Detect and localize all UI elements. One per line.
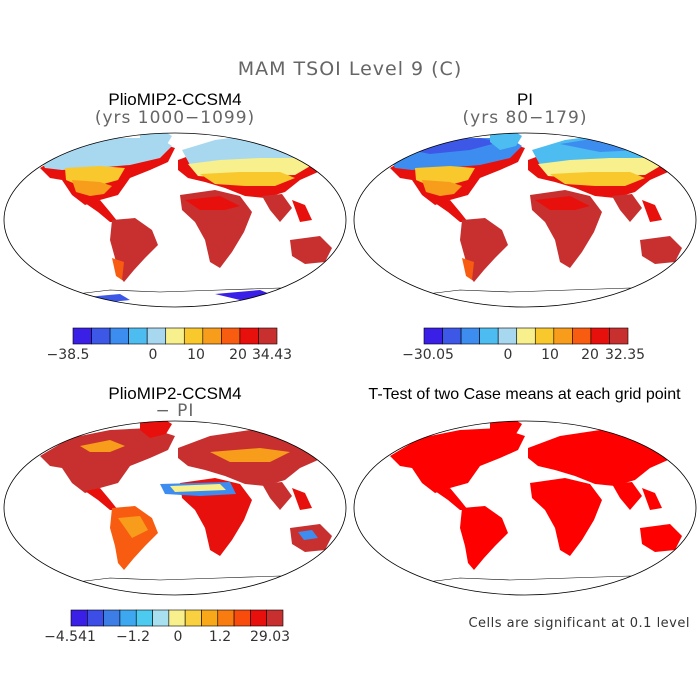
colorbar-tick-label: 0 <box>149 347 158 363</box>
figure-title: MAM TSOI Level 9 (C) <box>237 58 463 80</box>
panel4-title: T-Test of two Case means at each grid po… <box>368 386 681 403</box>
colorbar-swatch <box>250 609 267 627</box>
panel1-subtitle: (yrs 1000−1099) <box>94 108 256 128</box>
land-africa <box>180 190 252 268</box>
panel3-subtitle: − PI <box>155 401 195 421</box>
colorbar-swatch <box>217 609 235 627</box>
colorbar-tick-label: 20 <box>229 347 247 363</box>
panel3-title: PlioMIP2-CCSM4 <box>108 384 242 403</box>
colorbar-swatch <box>233 609 251 627</box>
colorbar-swatch <box>103 609 121 627</box>
colorbar-swatch <box>168 609 186 627</box>
colorbar-swatch <box>135 609 153 627</box>
colorbar-tick-label: −1.2 <box>116 629 150 645</box>
colorbar-tick-label: −38.5 <box>47 347 90 363</box>
colorbar-swatch <box>201 609 219 627</box>
colorbar-tick-label: −30.05 <box>402 347 454 363</box>
colorbar-swatch <box>70 609 88 627</box>
colorbar-tick-label: 29.03 <box>250 629 290 645</box>
colorbar-swatch <box>152 609 170 627</box>
colorbar-tick-label: 10 <box>541 347 559 363</box>
colorbar-swatch <box>87 609 104 627</box>
colorbar-tick-label: 10 <box>187 347 205 363</box>
panel2-title: PI <box>516 90 534 109</box>
colorbar-swatch <box>609 327 629 345</box>
colorbar-tick-label: 0 <box>504 347 513 363</box>
colorbar-tick-label: −4.541 <box>44 629 96 645</box>
panel2-subtitle: (yrs 80−179) <box>462 108 588 128</box>
colorbar-tick-label: 20 <box>581 347 599 363</box>
colorbar-tick-label: 34.43 <box>252 347 292 363</box>
panel1-title: PlioMIP2-CCSM4 <box>108 90 242 109</box>
colorbar-tick-label: 0 <box>174 629 183 645</box>
land-australia <box>290 236 332 264</box>
colorbar-swatch <box>119 609 137 627</box>
colorbar-tick-label: 32.35 <box>605 347 645 363</box>
colorbar-swatch <box>258 327 278 345</box>
significance-note: Cells are significant at 0.1 level <box>468 616 690 631</box>
land-greenland <box>140 133 172 150</box>
colorbar-swatch <box>184 609 202 627</box>
colorbar-swatch <box>266 609 284 627</box>
colorbar-tick-label: 1.2 <box>209 629 231 645</box>
